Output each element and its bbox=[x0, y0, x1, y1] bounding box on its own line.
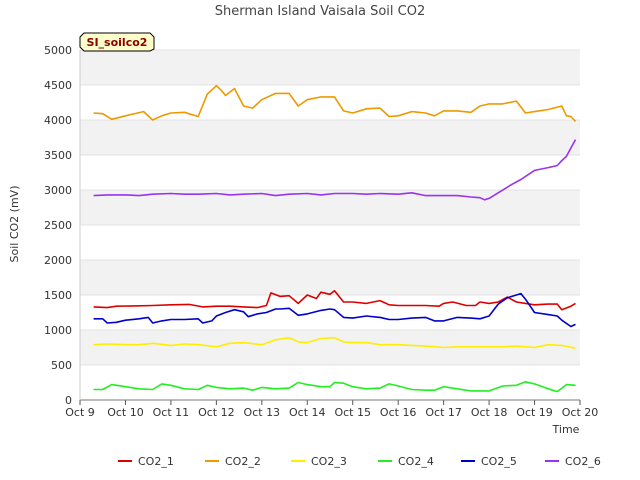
plot-band bbox=[80, 50, 580, 85]
x-tick-label: Oct 17 bbox=[425, 406, 462, 419]
y-tick-label: 2000 bbox=[44, 254, 72, 267]
x-tick-label: Oct 10 bbox=[107, 406, 144, 419]
y-tick-label: 3500 bbox=[44, 149, 72, 162]
legend-item-co2-5: CO2_5 bbox=[461, 455, 517, 468]
plot-band bbox=[80, 295, 580, 330]
chart-badge: SI_soilco2 bbox=[79, 32, 155, 52]
series-line-co2-1 bbox=[93, 289, 576, 311]
plot-band bbox=[80, 330, 580, 365]
legend-label: CO2_5 bbox=[481, 455, 517, 468]
y-tick-label: 1500 bbox=[44, 289, 72, 302]
legend-item-co2-3: CO2_3 bbox=[291, 455, 347, 468]
chart-title: Sherman Island Vaisala Soil CO2 bbox=[215, 4, 425, 19]
y-tick-label: 500 bbox=[51, 359, 72, 372]
y-tick-label: 4000 bbox=[44, 114, 72, 127]
series-layer bbox=[93, 84, 577, 393]
y-tick-label: 3000 bbox=[44, 184, 72, 197]
x-tick-label: Oct 14 bbox=[289, 406, 326, 419]
x-tick-label: Oct 12 bbox=[198, 406, 235, 419]
plot-band bbox=[80, 365, 580, 400]
legend: CO2_1 CO2_2 CO2_3 CO2_4 CO2_5 CO2_6 bbox=[118, 455, 601, 468]
legend-item-co2-4: CO2_4 bbox=[378, 455, 434, 468]
y-tick-label: 2500 bbox=[44, 219, 72, 232]
x-tick-label: Oct 9 bbox=[65, 406, 95, 419]
series-line-co2-4 bbox=[93, 380, 576, 393]
series-line-co2-3 bbox=[93, 336, 576, 349]
legend-label: CO2_2 bbox=[225, 455, 261, 468]
x-axis-label: Time bbox=[552, 423, 580, 436]
plot-background-bands bbox=[80, 50, 580, 400]
plot-band bbox=[80, 155, 580, 190]
x-tick-label: Oct 13 bbox=[244, 406, 281, 419]
y-axis-label: Soil CO2 (mV) bbox=[8, 186, 21, 263]
series-line-co2-6 bbox=[93, 139, 577, 201]
plot-band bbox=[80, 190, 580, 225]
legend-label: CO2_4 bbox=[398, 455, 434, 468]
plot-band bbox=[80, 120, 580, 155]
x-tick-label: Oct 20 bbox=[562, 406, 599, 419]
x-tick-label: Oct 18 bbox=[471, 406, 508, 419]
x-tick-label: Oct 16 bbox=[380, 406, 417, 419]
plot-band bbox=[80, 85, 580, 120]
x-tick-label: Oct 15 bbox=[334, 406, 371, 419]
x-tick-label: Oct 19 bbox=[516, 406, 553, 419]
legend-label: CO2_6 bbox=[565, 455, 601, 468]
plot-band bbox=[80, 260, 580, 295]
y-tick-label: 0 bbox=[65, 394, 72, 407]
series-line-co2-5 bbox=[93, 292, 576, 328]
legend-label: CO2_3 bbox=[311, 455, 347, 468]
legend-label: CO2_1 bbox=[138, 455, 174, 468]
plot-band bbox=[80, 225, 580, 260]
series-line-co2-2 bbox=[93, 84, 577, 122]
y-tick-label: 1000 bbox=[44, 324, 72, 337]
chart-badge-label: SI_soilco2 bbox=[87, 36, 148, 49]
legend-item-co2-2: CO2_2 bbox=[205, 455, 261, 468]
legend-item-co2-6: CO2_6 bbox=[545, 455, 601, 468]
legend-item-co2-1: CO2_1 bbox=[118, 455, 174, 468]
y-tick-label: 5000 bbox=[44, 44, 72, 57]
y-tick-label: 4500 bbox=[44, 79, 72, 92]
x-tick-label: Oct 11 bbox=[153, 406, 190, 419]
axes: 0 500 1000 1500 2000 2500 3000 3500 4000 4500 5000… bbox=[44, 44, 598, 419]
